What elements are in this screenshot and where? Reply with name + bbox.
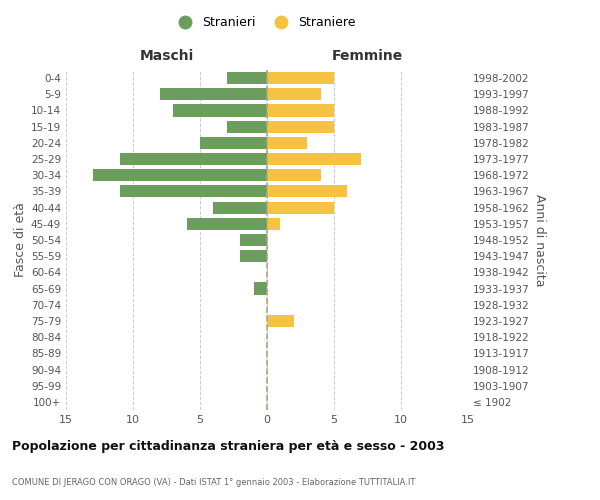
Bar [214,202,267,213]
Bar [93,169,267,181]
Bar [267,72,334,84]
Bar [267,218,280,230]
Bar [119,186,267,198]
Y-axis label: Anni di nascita: Anni di nascita [533,194,546,286]
Text: Popolazione per cittadinanza straniera per età e sesso - 2003: Popolazione per cittadinanza straniera p… [12,440,445,453]
Bar [173,104,267,117]
Bar [119,153,267,165]
Bar [187,218,267,230]
Legend: Stranieri, Straniere: Stranieri, Straniere [167,11,361,34]
Bar [267,104,334,117]
Y-axis label: Fasce di età: Fasce di età [14,202,27,278]
Bar [240,250,267,262]
Bar [227,120,267,132]
Bar [267,315,294,327]
Bar [227,72,267,84]
Text: COMUNE DI JERAGO CON ORAGO (VA) - Dati ISTAT 1° gennaio 2003 - Elaborazione TUTT: COMUNE DI JERAGO CON ORAGO (VA) - Dati I… [12,478,415,487]
Bar [267,186,347,198]
Bar [267,169,320,181]
Bar [160,88,267,101]
Bar [267,88,320,101]
Bar [267,120,334,132]
Bar [200,137,267,149]
Bar [240,234,267,246]
Text: Femmine: Femmine [332,49,403,63]
Bar [267,202,334,213]
Text: Maschi: Maschi [139,49,194,63]
Bar [254,282,267,294]
Bar [267,137,307,149]
Bar [267,153,361,165]
